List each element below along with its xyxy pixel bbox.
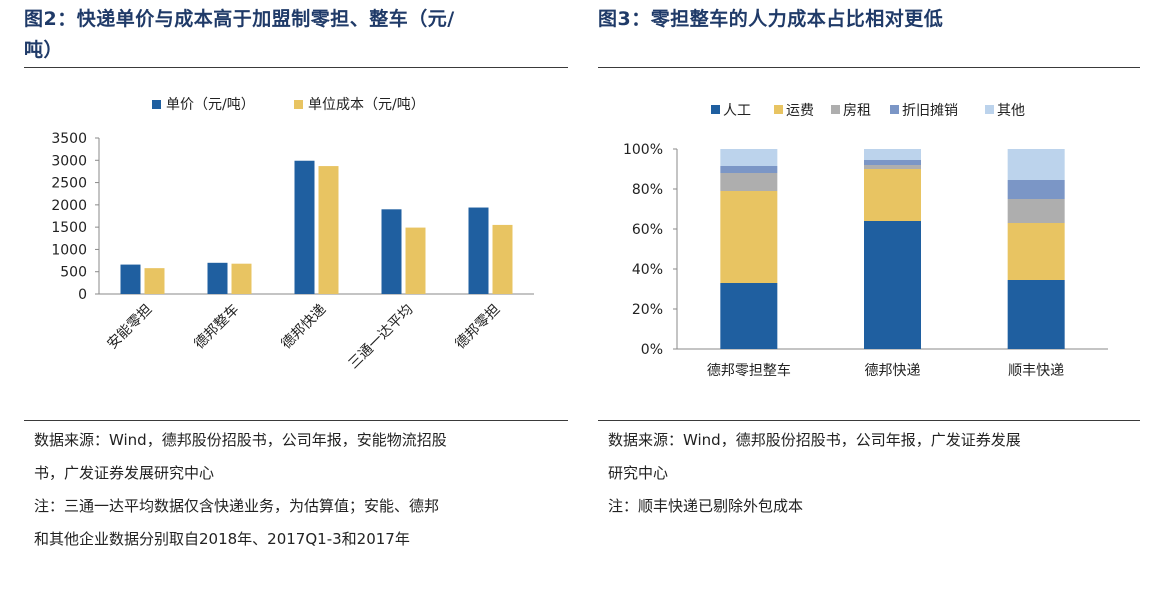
figure-3-note-3: 注：顺丰快递已剔除外包成本 xyxy=(608,497,804,515)
bar-cost xyxy=(231,263,252,294)
y-tick-label: 1500 xyxy=(51,220,87,236)
y-tick-label: 0 xyxy=(78,287,87,303)
figure-3-title: 图3：零担整车的人力成本占比相对更低 xyxy=(598,4,943,35)
legend-swatch-1 xyxy=(152,100,161,109)
legend-label-1: 单价（元/吨） xyxy=(166,97,255,113)
bar-segment-2 xyxy=(720,191,778,283)
bar-price xyxy=(381,209,402,294)
bar-segment-3 xyxy=(720,173,778,191)
figure-2-title-line-2: 吨） xyxy=(24,39,64,61)
y-tick-label: 2000 xyxy=(51,198,87,214)
figure-3-bottom-rule xyxy=(598,420,1140,421)
figure-3-title-line-1: 图3：零担整车的人力成本占比相对更低 xyxy=(598,8,944,30)
bar-segment-1 xyxy=(1007,280,1065,349)
bar-cost xyxy=(144,268,165,294)
figure-2-chart: 单价（元/吨） 单位成本（元/吨） 0 500 1000 1500 2000 2500 3000… xyxy=(51,97,534,373)
figure-2-title: 图2：快递单价与成本高于加盟制零担、整车（元/ 吨） xyxy=(24,4,455,66)
figure-3-top-rule xyxy=(598,67,1140,68)
bar-segment-1 xyxy=(720,283,778,349)
bar-segment-4 xyxy=(720,166,778,173)
legend-swatch-5 xyxy=(985,105,994,114)
bar-segment-2 xyxy=(864,169,921,221)
x-category-label: 德邦整车 xyxy=(191,301,243,353)
legend-swatch-3 xyxy=(831,105,840,114)
bar-price xyxy=(468,207,489,294)
figure-3-note-2: 研究中心 xyxy=(608,464,669,482)
figure-3-chart: 人工 运费 房租 折旧摊销 其他 0% 20% 40% 60% 80% 100% 德邦零担整车 德邦快递… xyxy=(623,103,1108,379)
figure-2-title-line-1: 图2：快递单价与成本高于加盟制零担、整车（元/ xyxy=(24,8,455,30)
x-category-label: 三通一达平均 xyxy=(346,302,417,373)
x-category-label: 德邦零担 xyxy=(452,302,503,353)
y-tick-label: 1000 xyxy=(51,242,87,258)
y-tick-label: 500 xyxy=(60,265,87,281)
y-tick-label: 20% xyxy=(632,302,663,318)
bar-segment-3 xyxy=(1007,199,1065,223)
bar-cost xyxy=(318,166,339,294)
bar-cost xyxy=(405,227,426,294)
y-tick-label: 60% xyxy=(632,222,663,238)
figure-2-bottom-rule xyxy=(24,420,568,421)
figure-2-top-rule xyxy=(24,67,568,68)
bar-segment-1 xyxy=(864,221,921,349)
bar-price xyxy=(120,264,141,294)
x-category-label: 顺丰快递 xyxy=(1008,363,1064,379)
legend-label-5: 其他 xyxy=(997,103,1025,119)
legend-label-3: 房租 xyxy=(843,103,871,119)
bar-segment-5 xyxy=(864,149,921,160)
x-category-label: 德邦零担整车 xyxy=(707,362,791,379)
legend-label-4: 折旧摊销 xyxy=(902,103,958,119)
x-category-label: 安能零担 xyxy=(104,302,155,353)
figure-2-notes: 数据来源：Wind，德邦股份招股书，公司年报，安能物流招股 书，广发证券发展研究… xyxy=(34,424,447,556)
figure-2-note-3: 注：三通一达平均数据仅含快递业务，为估算值；安能、德邦 xyxy=(34,497,440,515)
bar-price xyxy=(294,160,315,294)
y-tick-label: 80% xyxy=(632,182,663,198)
legend-swatch-1 xyxy=(711,105,720,114)
bar-segment-4 xyxy=(864,160,921,165)
bar-segment-2 xyxy=(1007,223,1065,280)
y-tick-label: 0% xyxy=(641,342,663,358)
figure-2-note-1: 数据来源：Wind，德邦股份招股书，公司年报，安能物流招股 xyxy=(34,431,447,449)
legend-swatch-4 xyxy=(890,105,899,114)
y-tick-label: 3500 xyxy=(51,131,87,147)
figure-2-note-2: 书，广发证券发展研究中心 xyxy=(34,464,215,482)
y-tick-label: 3000 xyxy=(51,153,87,169)
legend-label-2: 运费 xyxy=(786,103,814,119)
bar-segment-4 xyxy=(1007,180,1065,199)
figure-3-notes: 数据来源：Wind，德邦股份招股书，公司年报，广发证券发展 研究中心 注：顺丰快… xyxy=(608,424,1021,523)
y-tick-label: 100% xyxy=(623,142,663,158)
legend-swatch-2 xyxy=(294,100,303,109)
bar-cost xyxy=(492,224,513,294)
legend-label-1: 人工 xyxy=(723,103,751,119)
y-tick-label: 40% xyxy=(632,262,663,278)
figure-3-note-1: 数据来源：Wind，德邦股份招股书，公司年报，广发证券发展 xyxy=(608,431,1021,449)
bar-segment-5 xyxy=(1007,149,1065,180)
legend-label-2: 单位成本（元/吨） xyxy=(308,97,425,113)
legend-swatch-2 xyxy=(774,105,783,114)
bar-segment-3 xyxy=(864,165,921,169)
y-tick-label: 2500 xyxy=(51,176,87,192)
x-category-label: 德邦快递 xyxy=(865,363,921,379)
x-category-label: 德邦快递 xyxy=(278,302,329,353)
bar-price xyxy=(207,262,228,294)
figure-2-note-4: 和其他企业数据分别取自2018年、2017Q1-3和2017年 xyxy=(34,530,410,548)
bar-segment-5 xyxy=(720,149,778,166)
